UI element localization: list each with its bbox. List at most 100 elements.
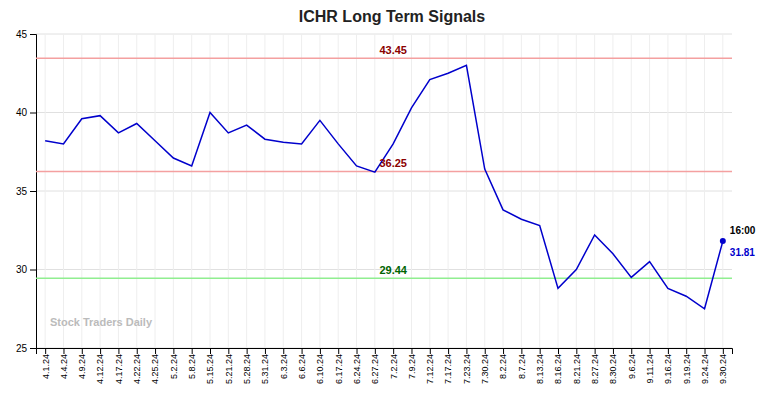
grid-line <box>374 34 375 348</box>
grid-line <box>393 34 394 348</box>
grid-line <box>45 34 46 348</box>
tick-mark <box>393 348 394 354</box>
title: ICHR Long Term Signals <box>299 8 485 25</box>
grid-line <box>210 34 211 348</box>
grid-line <box>136 34 137 348</box>
tick-mark <box>705 348 706 354</box>
tick-label: 8.21.24 <box>572 354 582 384</box>
grid-line <box>448 34 449 348</box>
grid-line <box>36 112 732 113</box>
tick-mark <box>430 348 431 354</box>
y-axis: 2530354045 <box>16 29 37 354</box>
axis-line <box>30 35 37 349</box>
tick: 7.23.24 <box>462 348 472 384</box>
grid-line <box>173 34 174 348</box>
plot: 25303540454.1.244.4.244.9.244.12.244.17.… <box>16 29 756 384</box>
tick-mark <box>338 348 339 354</box>
tick: 8.27.24 <box>590 348 600 384</box>
grid-line <box>36 191 732 192</box>
tick-label: 9.30.24 <box>718 354 728 384</box>
tick: 7.30.24 <box>480 348 490 384</box>
tick-label: 4.17.24 <box>114 354 124 384</box>
tick-label: 7.30.24 <box>480 354 490 384</box>
chart: 25303540454.1.244.4.244.9.244.12.244.17.… <box>0 0 784 398</box>
tick-label: 4.9.24 <box>77 354 87 379</box>
tick-label: 5.15.24 <box>205 354 215 384</box>
grid-line <box>466 34 467 348</box>
tick-mark <box>173 348 174 354</box>
tick-mark <box>302 348 303 354</box>
tick-mark <box>82 348 83 354</box>
tick-mark <box>595 348 596 354</box>
reference-label: 43.45 <box>379 44 407 56</box>
grid-line <box>704 34 705 348</box>
tick-label: 6.3.24 <box>279 354 289 379</box>
tick: 6.6.24 <box>297 348 307 379</box>
grid-line <box>100 34 101 348</box>
tick-mark <box>283 348 284 354</box>
tick-mark <box>521 348 522 354</box>
tick-mark <box>137 348 138 354</box>
tick: 7.17.24 <box>443 348 453 384</box>
axis-line <box>37 349 733 355</box>
tick: 4.22.24 <box>132 348 142 384</box>
grid-line <box>356 34 357 348</box>
tick-label: 5.2.24 <box>169 354 179 379</box>
reference-label: 29.44 <box>379 264 407 276</box>
tick-mark <box>448 348 449 354</box>
tick-label: 6.27.24 <box>370 354 380 384</box>
tick: 4.12.24 <box>95 348 105 384</box>
endpoint <box>720 238 726 244</box>
reference-line <box>36 58 732 60</box>
tick: 5.15.24 <box>205 348 215 384</box>
tick-mark <box>668 348 669 354</box>
grid-line <box>521 34 522 348</box>
grid-line <box>264 34 265 348</box>
grid <box>36 34 732 348</box>
tick-label: 6.10.24 <box>315 354 325 384</box>
tick-label: 5.8.24 <box>187 354 197 379</box>
tick: 45 <box>16 29 36 40</box>
grid-line <box>338 34 339 348</box>
tick-label: 4.25.24 <box>150 354 160 384</box>
tick-label: 8.30.24 <box>608 354 618 384</box>
tick-label: 8.27.24 <box>590 354 600 384</box>
tick-label: 4.22.24 <box>132 354 142 384</box>
grid-line <box>612 34 613 348</box>
reference-line <box>36 278 732 280</box>
tick-mark <box>100 348 101 354</box>
grid-line <box>411 34 412 348</box>
tick-label: 8.7.24 <box>517 354 527 379</box>
tick-mark <box>63 348 64 354</box>
tick: 5.28.24 <box>242 348 252 384</box>
grid-line <box>191 34 192 348</box>
watermark: Stock Traders Daily <box>50 316 153 328</box>
tick-label: 9.16.24 <box>663 354 673 384</box>
tick-mark <box>650 348 651 354</box>
tick: 5.21.24 <box>224 348 234 384</box>
tick-label: 5.21.24 <box>224 354 234 384</box>
grid-line <box>503 34 504 348</box>
tick-label: 4.12.24 <box>95 354 105 384</box>
tick: 5.31.24 <box>260 348 270 384</box>
grid-line <box>722 34 723 348</box>
tick: 9.19.24 <box>682 348 692 384</box>
tick-mark <box>613 348 614 354</box>
tick-mark <box>30 34 36 35</box>
tick-mark <box>192 348 193 354</box>
tick-mark <box>210 348 211 354</box>
grid-line <box>686 34 687 348</box>
tick-mark <box>375 348 376 354</box>
grid-line <box>319 34 320 348</box>
tick-label: 6.24.24 <box>352 354 362 384</box>
tick-mark <box>466 348 467 354</box>
x-axis: 4.1.244.4.244.9.244.12.244.17.244.22.244… <box>37 348 733 384</box>
tick-mark <box>30 113 36 114</box>
grid-line <box>63 34 64 348</box>
tick-label: 6.17.24 <box>334 354 344 384</box>
tick: 6.17.24 <box>334 348 344 384</box>
tick-label: 25 <box>16 343 28 354</box>
tick: 8.16.24 <box>553 348 563 384</box>
grid-line <box>81 34 82 348</box>
marks <box>36 58 732 308</box>
